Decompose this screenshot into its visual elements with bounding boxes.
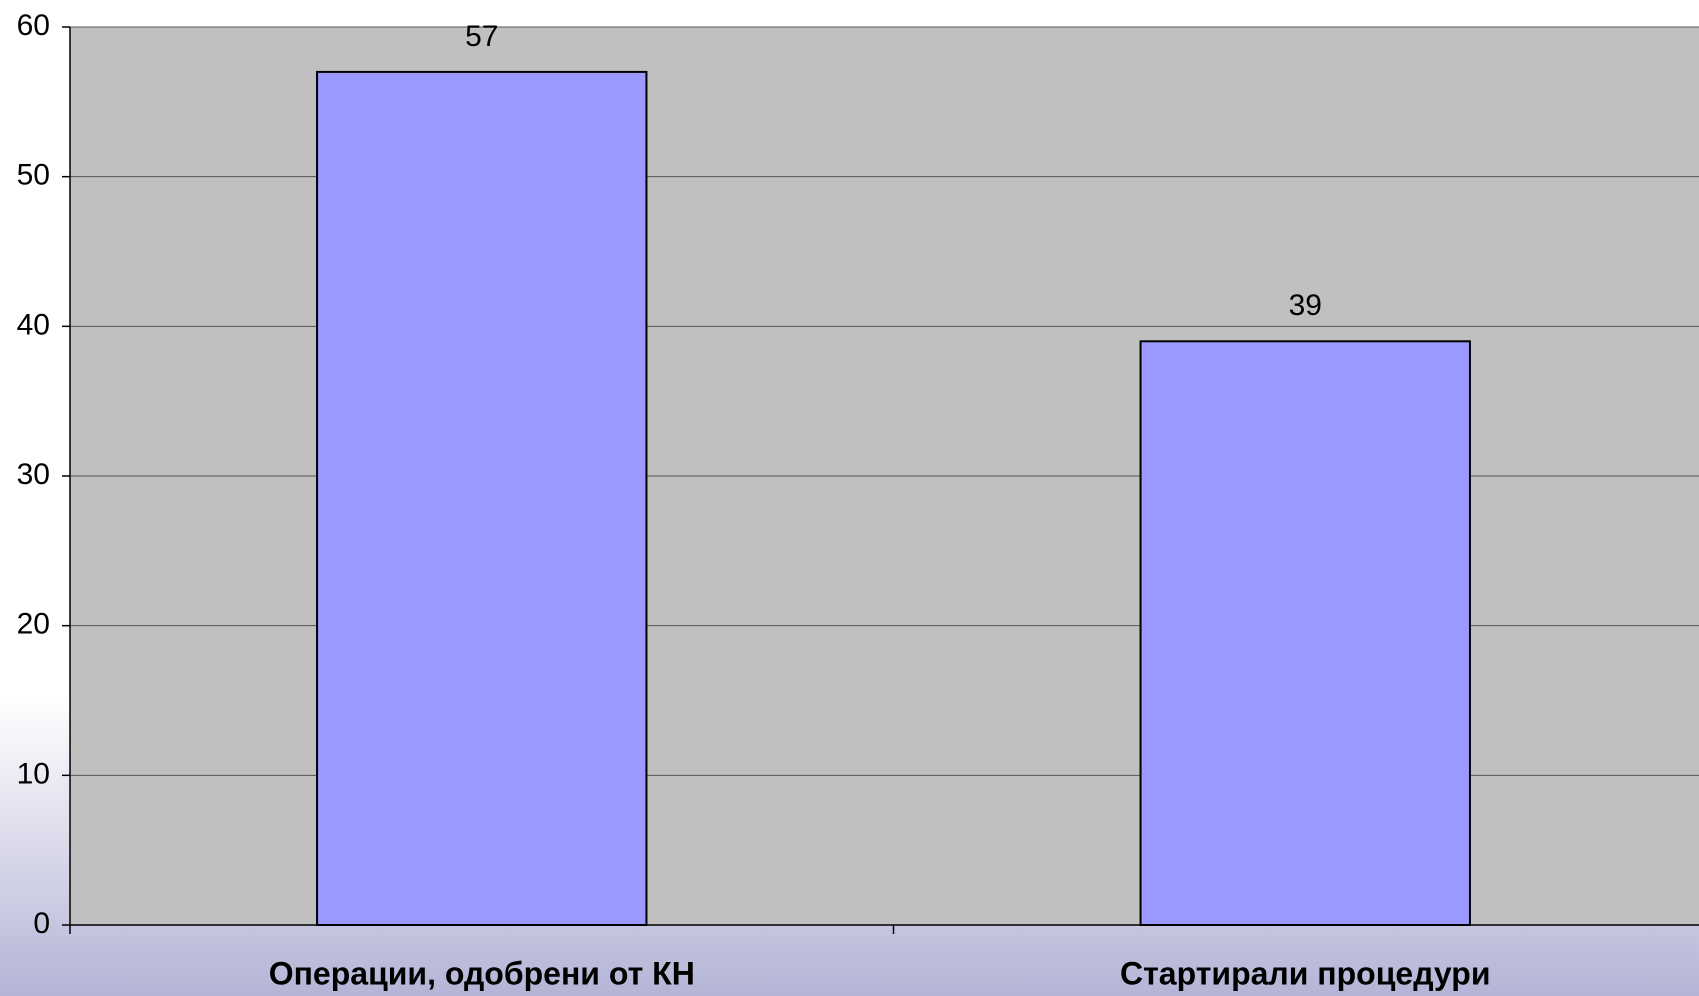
x-tick-label: Операции, одобрени от КН xyxy=(269,955,695,991)
y-tick-label: 0 xyxy=(33,907,50,940)
y-tick-label: 20 xyxy=(17,608,50,641)
y-tick-label: 10 xyxy=(17,757,50,790)
y-tick-label: 40 xyxy=(17,308,50,341)
data-label: 39 xyxy=(1289,289,1322,322)
bar xyxy=(1139,340,1471,926)
y-tick-label: 60 xyxy=(17,9,50,42)
bar xyxy=(316,70,648,926)
y-tick-label: 30 xyxy=(17,458,50,491)
y-tick-label: 50 xyxy=(17,159,50,192)
data-label: 57 xyxy=(465,20,498,53)
x-tick-label: Стартирали процедури xyxy=(1120,955,1490,991)
